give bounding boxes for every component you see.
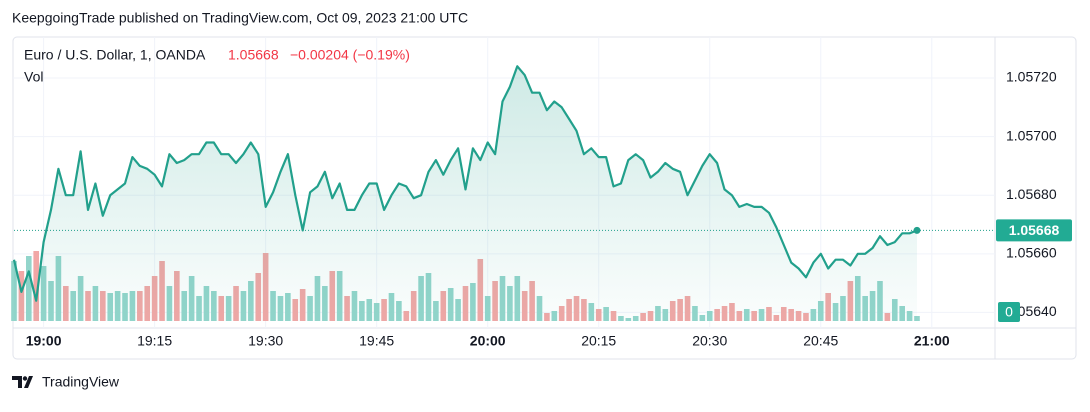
brand: TradingView [42, 374, 120, 390]
volume-name: Vol [24, 69, 43, 85]
header-title: KeepgoingTrade published on TradingView.… [12, 10, 468, 26]
legend-change: −0.00204 (−0.19%) [290, 47, 410, 63]
last-point [913, 226, 921, 234]
price-label: 1.05668 [1009, 222, 1060, 238]
x-tick-label: 20:15 [581, 333, 616, 349]
x-tick-label: 19:15 [137, 333, 172, 349]
price-line [12, 65, 918, 302]
x-tick-label: 19:00 [26, 333, 62, 349]
brand-logo [12, 376, 33, 388]
volume-label: 0 [1005, 304, 1013, 320]
price-label-box [996, 219, 1072, 242]
x-tick-label: 19:30 [248, 333, 283, 349]
x-tick-label: 20:30 [692, 333, 727, 349]
x-tick-label: 21:00 [914, 333, 950, 349]
x-tick-label: 20:45 [803, 333, 838, 349]
y-tick-label: 1.05660 [1006, 245, 1057, 261]
y-tick-label: 1.05720 [1006, 69, 1057, 85]
symbol: Euro / U.S. Dollar, 1, OANDA [24, 47, 206, 63]
x-tick-label: 20:00 [470, 333, 506, 349]
volume-label-box [998, 302, 1020, 322]
volume-bar [33, 251, 40, 321]
legend-price: 1.05668 [228, 47, 279, 63]
chart-frame [12, 36, 1077, 360]
y-tick-label: 1.05700 [1006, 127, 1057, 143]
y-tick-label: 1.05680 [1006, 186, 1057, 202]
price-area [14, 66, 917, 321]
x-tick-label: 19:45 [359, 333, 394, 349]
